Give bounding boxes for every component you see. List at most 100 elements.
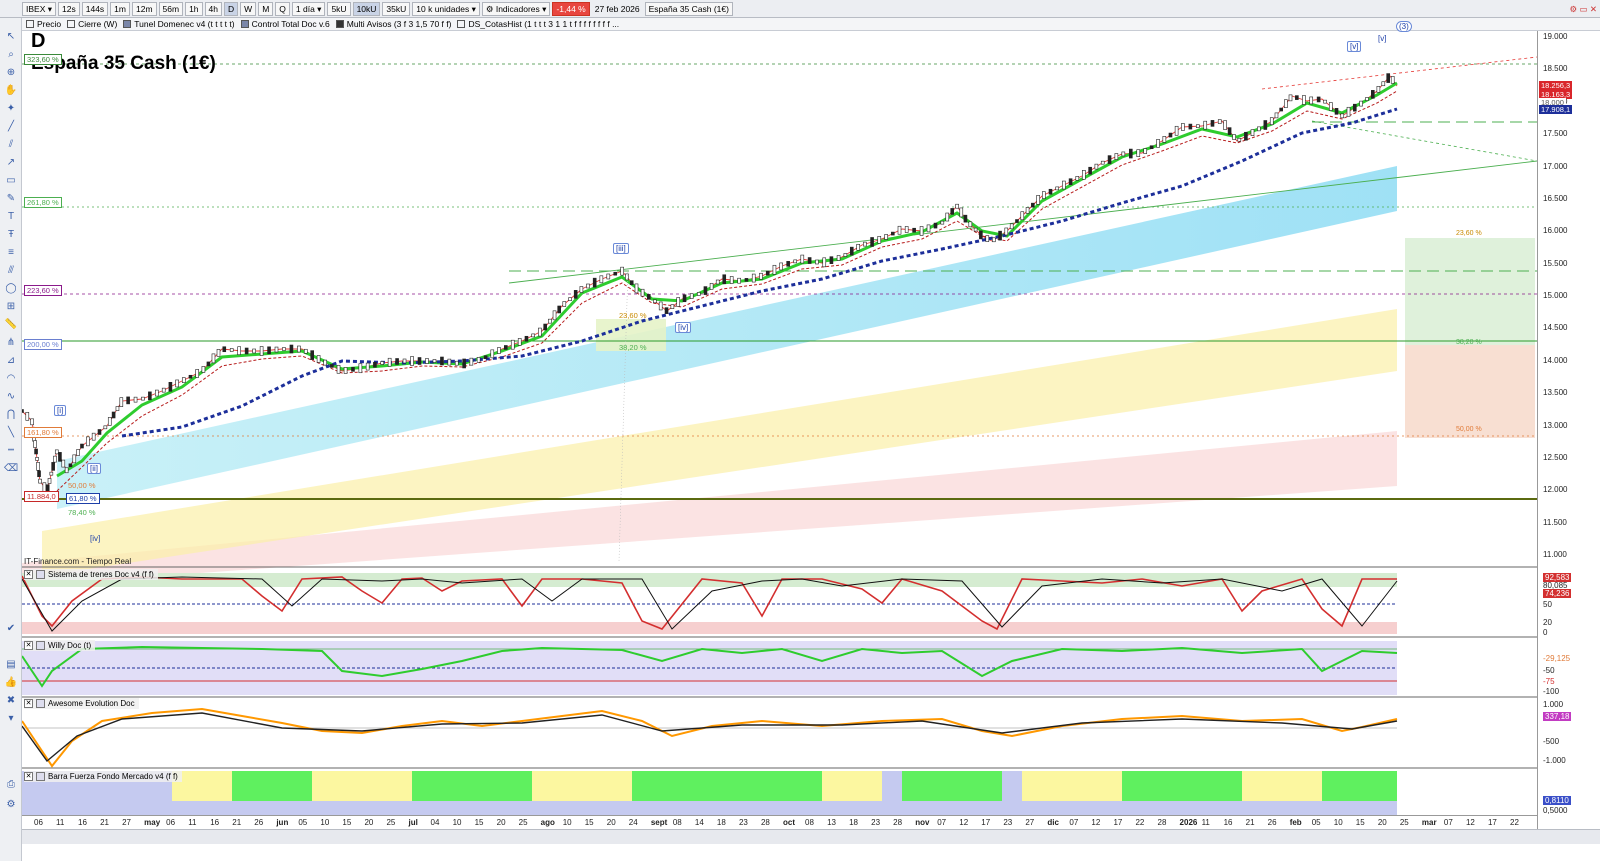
tick-unit-10ku[interactable]: 10kU	[352, 1, 381, 16]
candle	[647, 294, 651, 300]
candle	[912, 227, 916, 233]
indicator-control-total[interactable]: Control Total Doc v.6	[240, 19, 330, 29]
candle	[891, 231, 895, 236]
indicator-multi-avisos[interactable]: Multi Avisos (3 f 3 1,5 70 f f)	[335, 19, 451, 29]
settings-icon[interactable]: ⚙	[6, 799, 16, 810]
zoom-icon[interactable]: ⌕	[8, 49, 14, 60]
ellipse-icon[interactable]: ◯	[5, 283, 17, 294]
timeframe-q[interactable]: Q	[275, 1, 290, 16]
indicator-bar: Precio Cierre (W) Tunel Domenec v4 (t t …	[22, 18, 1600, 31]
pencil-icon[interactable]: ✎	[6, 193, 16, 204]
indicator-precio[interactable]: Precio	[26, 19, 61, 29]
level-161: 161,80 %	[24, 427, 62, 438]
awesome-pane-title[interactable]: ✕ Awesome Evolution Doc	[24, 698, 139, 709]
hand-icon[interactable]: ✋	[4, 85, 18, 96]
trenes-pane-title[interactable]: ✕ Sistema de trenes Doc v4 (f f)	[24, 569, 158, 580]
timeframe-144s[interactable]: 144s	[81, 1, 109, 16]
indicator-tunel[interactable]: Tunel Domenec v4 (t t t t t)	[123, 19, 235, 29]
units-select[interactable]: 10 k unidades ▾	[412, 1, 480, 16]
close-icon[interactable]: ✕	[24, 570, 33, 579]
timeframe-w[interactable]: W	[240, 1, 257, 16]
zoom-area-icon[interactable]: ⊕	[6, 67, 16, 78]
willy-value-1: -29,125	[1543, 654, 1571, 663]
wave-icon[interactable]: ∿	[6, 391, 16, 402]
symbol-select[interactable]: IBEX ▾	[22, 1, 57, 16]
cycle-icon[interactable]: ◠	[6, 373, 16, 384]
trendline-icon[interactable]: ╱	[7, 121, 15, 132]
text-box-icon[interactable]: Ŧ	[7, 229, 15, 240]
measure-icon[interactable]: ⊞	[6, 301, 16, 312]
timeframe-56m[interactable]: 56m	[158, 1, 184, 16]
candle	[1244, 131, 1248, 141]
rectangle-icon[interactable]: ▭	[6, 175, 16, 186]
close-icon[interactable]: ✕	[24, 641, 33, 650]
thumb-up-icon[interactable]: 👍	[4, 677, 18, 688]
timeframe-1h[interactable]: 1h	[185, 1, 203, 16]
price-scale[interactable]	[1537, 31, 1600, 844]
arrow-icon[interactable]: ↗	[6, 157, 16, 168]
close-icon[interactable]: ✕	[24, 772, 33, 781]
price-axis-label: 15.000	[1543, 291, 1568, 300]
settings-icon[interactable]	[36, 699, 45, 708]
candle	[237, 346, 241, 356]
line-style-icon[interactable]: ┅	[7, 445, 15, 456]
fibonacci-icon[interactable]: ≡	[8, 247, 14, 258]
delete-icon[interactable]: ✖	[6, 695, 16, 706]
pitchfork-icon[interactable]: ⋔	[6, 337, 16, 348]
close-icon[interactable]: ✕	[24, 699, 33, 708]
willy-pane	[22, 641, 1398, 695]
candle	[592, 277, 597, 288]
candle	[979, 230, 983, 240]
candle	[1340, 113, 1345, 119]
tick-unit-5ku[interactable]: 5kU	[327, 1, 351, 16]
timeframe-m[interactable]: M	[258, 1, 274, 16]
window-controls[interactable]: ⚙ ▭ ✕	[1569, 3, 1598, 14]
candle	[579, 286, 584, 293]
timeframe-1m[interactable]: 1m	[110, 1, 130, 16]
printer-icon[interactable]: ⎙	[7, 779, 15, 790]
green-tool-icon[interactable]: ✔	[6, 623, 16, 634]
level-223: 223,60 %	[24, 285, 62, 296]
cursor-icon[interactable]: ↖	[6, 31, 16, 42]
line-color-icon[interactable]: ╲	[7, 427, 15, 438]
settings-icon[interactable]	[36, 772, 45, 781]
level-61: 61,80 %	[66, 493, 100, 504]
ruler-icon[interactable]: 📏	[4, 319, 18, 330]
settings-icon[interactable]	[36, 641, 45, 650]
candle	[904, 226, 909, 233]
period-select[interactable]: 1 día ▾	[291, 1, 326, 16]
time-axis[interactable]: 06 11 16 21 27 may 06 11 16 21 26 jun 05 10 15 20 25 jul 0…	[22, 815, 1537, 829]
barra-pane-title[interactable]: ✕ Barra Fuerza Fondo Mercado v4 (f f)	[24, 771, 182, 782]
timeframe-12s[interactable]: 12s	[58, 1, 80, 16]
candle	[358, 363, 363, 374]
bulb-icon[interactable]: ✦	[6, 103, 16, 114]
timeframe-12m[interactable]: 12m	[131, 1, 157, 16]
wave-label-iv-low: [iv]	[90, 534, 101, 543]
gann-icon[interactable]: ⊿	[6, 355, 16, 366]
time-axis-label: 21	[232, 818, 242, 827]
timeframe-d[interactable]: D	[224, 1, 239, 16]
indicator-cotashist[interactable]: DS_CotasHist (1 t t t 3 1 1 t f f f f f …	[457, 19, 619, 29]
price-axis-label: 15.500	[1543, 258, 1568, 268]
willy-pane-title[interactable]: ✕ Willy Doc (t)	[24, 640, 96, 651]
settings-icon[interactable]	[36, 570, 45, 579]
tick-unit-35ku[interactable]: 35kU	[382, 1, 411, 16]
candle	[417, 357, 422, 365]
collapse-icon[interactable]: ▾	[8, 713, 14, 724]
timeframe-4h[interactable]: 4h	[204, 1, 223, 16]
trenes-value-4: 50	[1543, 600, 1552, 609]
text-icon[interactable]: T	[7, 211, 15, 222]
eraser-icon[interactable]: ⌫	[4, 463, 19, 474]
price-chart[interactable]	[22, 31, 1537, 844]
candle	[323, 359, 327, 366]
parallel-icon[interactable]: ⫽	[8, 139, 14, 150]
channel-icon[interactable]: ⫻	[8, 265, 14, 276]
indicator-cierre[interactable]: Cierre (W)	[67, 19, 117, 29]
indicators-button[interactable]: ⚙ Indicadores ▾	[481, 1, 551, 16]
price-axis-label: 16.000	[1543, 226, 1568, 236]
time-axis-label: 12	[959, 818, 969, 827]
chart-type-icon[interactable]: ▤	[6, 659, 16, 670]
magnet-icon[interactable]: ⋂	[6, 409, 16, 420]
candle	[1048, 188, 1053, 195]
candle	[744, 278, 749, 282]
